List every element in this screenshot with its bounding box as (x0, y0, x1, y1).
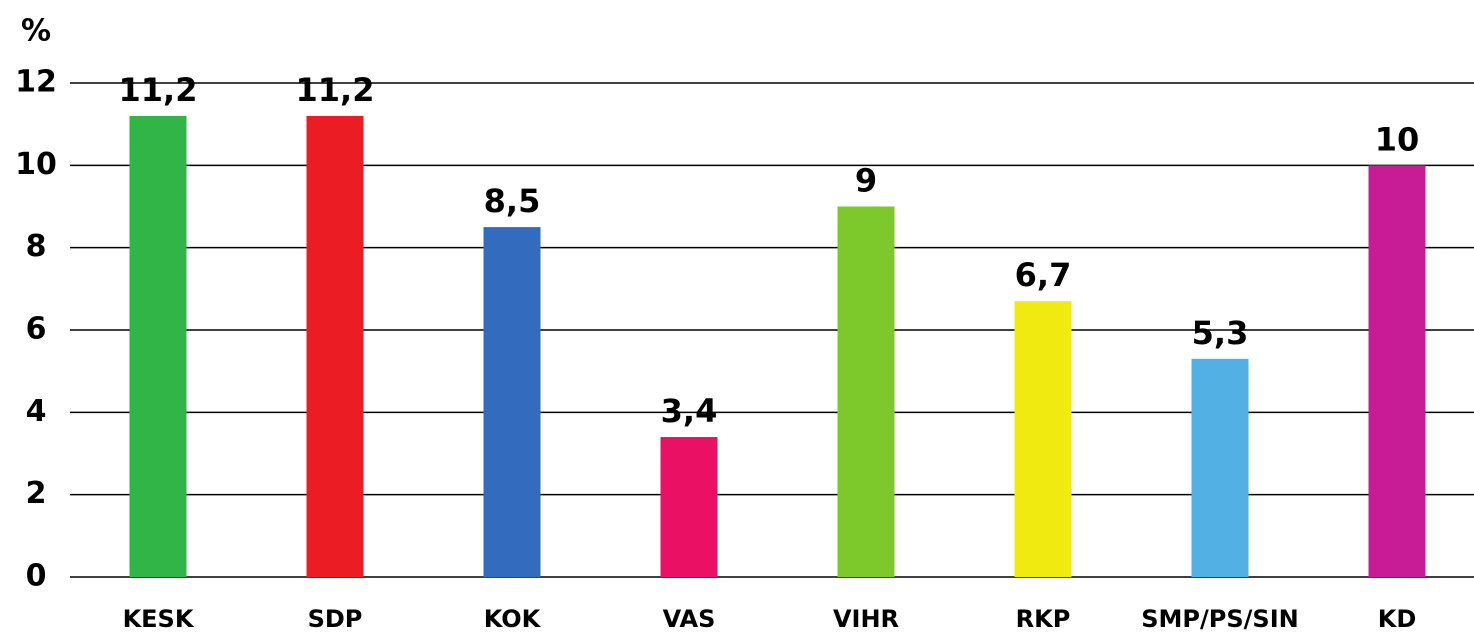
x-tick-label: SMP/PS/SIN (1141, 605, 1298, 633)
bar (1368, 165, 1426, 578)
x-tick-label: KOK (484, 605, 542, 633)
bar (660, 437, 718, 577)
value-label: 5,3 (1192, 314, 1249, 352)
x-tick-label: KD (1378, 605, 1417, 633)
y-tick-label: 4 (26, 394, 47, 429)
x-tick-label: SDP (308, 605, 363, 633)
bar (1014, 301, 1072, 577)
bar (306, 115, 364, 577)
y-tick-label: 10 (15, 147, 57, 182)
x-tick-label: KESK (123, 605, 195, 633)
y-tick-label: 2 (26, 476, 47, 511)
x-tick-label: VAS (663, 605, 716, 633)
bar (837, 206, 895, 577)
value-label: 9 (855, 162, 877, 200)
value-label: 6,7 (1015, 256, 1072, 294)
value-label: 8,5 (484, 182, 541, 220)
y-axis-label: % (21, 14, 51, 49)
value-label: 11,2 (119, 71, 198, 109)
y-tick-label: 12 (15, 65, 57, 100)
value-label: 3,4 (661, 392, 718, 430)
y-tick-label: 8 (26, 229, 47, 264)
x-tick-label: RKP (1016, 605, 1071, 633)
y-tick-label: 0 (26, 559, 47, 594)
value-label: 10 (1375, 120, 1420, 158)
bar (483, 227, 541, 578)
bar (129, 115, 187, 577)
value-label: 11,2 (296, 71, 375, 109)
x-tick-label: VIHR (833, 605, 899, 633)
y-tick-label: 6 (26, 312, 47, 347)
bar (1191, 358, 1249, 577)
